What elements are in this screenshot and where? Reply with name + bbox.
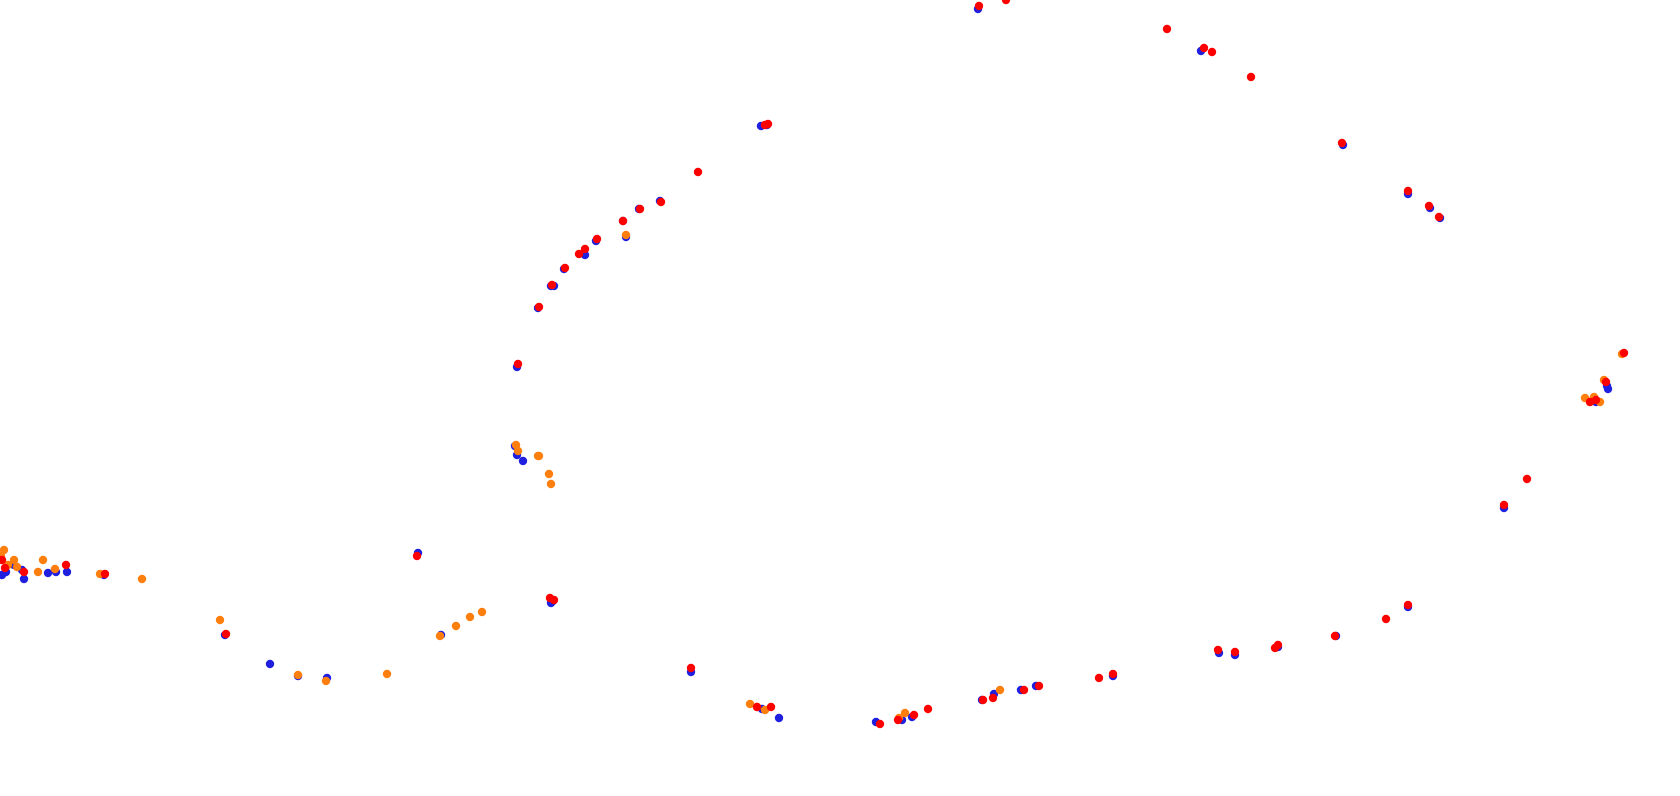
- data-point-s1-20: [451, 621, 461, 631]
- data-point-s2-34: [752, 702, 762, 712]
- data-point-s2-9: [1434, 212, 1444, 222]
- data-point-s2-16: [1403, 600, 1413, 610]
- data-point-s1-28: [50, 564, 60, 574]
- data-point-s2-52: [618, 216, 628, 226]
- data-point-s2-7: [1403, 186, 1413, 196]
- data-point-s1-7: [900, 708, 910, 718]
- data-point-s0-42: [0, 570, 7, 580]
- data-point-s1-21: [435, 631, 445, 641]
- data-point-s2-45: [513, 359, 523, 369]
- data-point-s1-9: [745, 699, 755, 709]
- data-point-s0-23: [774, 713, 784, 723]
- data-point-s1-18: [477, 607, 487, 617]
- data-point-s2-53: [635, 204, 645, 214]
- data-point-s2-2: [1162, 24, 1172, 34]
- data-point-s2-57: [763, 119, 773, 129]
- data-point-s2-48: [560, 263, 570, 273]
- data-point-s2-13: [1585, 397, 1595, 407]
- data-point-s2-47: [547, 280, 557, 290]
- data-point-s0-37: [43, 568, 53, 578]
- data-point-s2-38: [412, 551, 422, 561]
- data-point-s2-21: [1230, 647, 1240, 657]
- data-point-s0-43: [518, 456, 528, 466]
- data-point-s0-38: [19, 574, 29, 584]
- data-point-s2-3: [1199, 43, 1209, 53]
- data-point-s2-24: [1094, 673, 1104, 683]
- data-point-s1-24: [293, 670, 303, 680]
- data-point-s2-18: [1330, 631, 1340, 641]
- data-point-s2-0: [1001, 0, 1011, 5]
- data-point-s2-29: [923, 704, 933, 714]
- data-point-s2-10: [1619, 348, 1629, 358]
- data-point-s2-33: [766, 702, 776, 712]
- data-point-s2-1: [974, 1, 984, 11]
- data-point-s2-22: [1213, 645, 1223, 655]
- data-point-s2-54: [656, 197, 666, 207]
- data-point-s1-30: [33, 567, 43, 577]
- data-point-s2-46: [534, 302, 544, 312]
- data-point-s1-15: [533, 451, 543, 461]
- data-point-s0-32: [265, 659, 275, 669]
- data-point-s2-43: [0, 563, 10, 573]
- data-point-s2-20: [1270, 643, 1280, 653]
- data-point-s1-17: [513, 446, 523, 456]
- data-point-s1-19: [465, 612, 475, 622]
- data-point-s1-23: [321, 676, 331, 686]
- data-point-s2-41: [61, 560, 71, 570]
- series-2: [0, 0, 1629, 729]
- data-point-s1-22: [382, 669, 392, 679]
- data-point-s2-55: [693, 167, 703, 177]
- data-point-s1-35: [12, 562, 22, 572]
- data-point-s1-13: [544, 469, 554, 479]
- data-point-s1-6: [995, 685, 1005, 695]
- data-point-s2-15: [1499, 500, 1509, 510]
- data-point-s2-42: [19, 567, 29, 577]
- data-point-s2-8: [1424, 201, 1434, 211]
- data-point-s1-29: [38, 555, 48, 565]
- data-point-s2-5: [1246, 72, 1256, 82]
- data-point-s2-32: [875, 719, 885, 729]
- data-point-s2-14: [1522, 474, 1532, 484]
- data-point-s2-25: [1034, 681, 1044, 691]
- series-layer: [0, 0, 1629, 729]
- data-point-s2-27: [988, 693, 998, 703]
- data-point-s1-26: [137, 574, 147, 584]
- data-point-s2-28: [978, 695, 988, 705]
- data-point-s1-31: [9, 555, 19, 565]
- data-point-s2-49: [574, 249, 584, 259]
- data-point-s2-40: [100, 569, 110, 579]
- data-point-s2-31: [893, 715, 903, 725]
- data-point-s2-51: [592, 234, 602, 244]
- data-point-s2-6: [1337, 138, 1347, 148]
- data-point-s2-23: [1108, 669, 1118, 679]
- data-point-s1-25: [215, 615, 225, 625]
- data-point-s1-14: [546, 479, 556, 489]
- data-point-s2-39: [221, 629, 231, 639]
- data-point-s0-35: [62, 567, 72, 577]
- data-point-s2-4: [1207, 47, 1217, 57]
- data-point-s2-35: [686, 663, 696, 673]
- data-point-s2-26: [1019, 685, 1029, 695]
- data-point-s2-37: [545, 593, 555, 603]
- data-point-s2-11: [1601, 377, 1611, 387]
- data-point-s2-44: [0, 555, 7, 565]
- data-point-s2-17: [1381, 614, 1391, 624]
- data-point-s2-30: [909, 710, 919, 720]
- data-point-s1-36: [621, 230, 631, 240]
- data-point-s2-50: [580, 244, 590, 254]
